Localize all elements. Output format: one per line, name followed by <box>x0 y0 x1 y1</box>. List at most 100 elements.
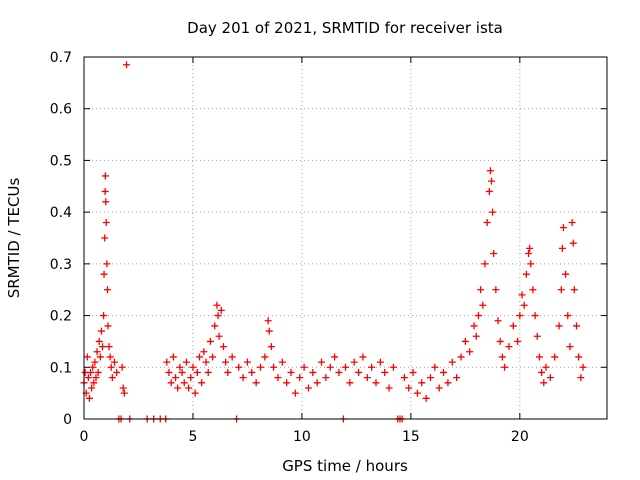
data-point <box>215 332 223 340</box>
data-point <box>526 244 534 252</box>
data-point <box>96 353 104 361</box>
data-point <box>559 224 567 232</box>
data-point <box>444 379 452 387</box>
x-tick-label: 0 <box>80 429 89 445</box>
data-point <box>474 312 482 320</box>
y-tick-label: 0.5 <box>50 153 72 169</box>
data-point <box>431 363 439 371</box>
data-point <box>113 368 121 376</box>
data-point <box>214 312 222 320</box>
data-point <box>87 368 95 376</box>
data-point <box>287 368 295 376</box>
data-point <box>346 379 354 387</box>
data-point <box>85 394 93 402</box>
data-point <box>422 394 430 402</box>
data-point <box>527 260 535 268</box>
axis-ticks: 0 5 10 15 20 0 0.1 0.2 0.3 0.4 0.5 0.6 0.7 <box>50 50 607 445</box>
data-point <box>118 363 126 371</box>
data-point <box>93 348 101 356</box>
data-point <box>224 368 232 376</box>
data-point <box>267 343 275 351</box>
x-axis-label: GPS time / hours <box>282 457 408 475</box>
data-point <box>355 368 363 376</box>
data-point <box>94 368 102 376</box>
y-tick-label: 0.7 <box>50 50 72 66</box>
data-point <box>222 358 230 366</box>
data-point <box>202 358 210 366</box>
data-point <box>195 353 203 361</box>
data-point <box>481 260 489 268</box>
data-point <box>570 286 578 294</box>
data-point <box>494 317 502 325</box>
data-point <box>83 353 91 361</box>
data-point <box>206 337 214 345</box>
data-point <box>483 218 491 226</box>
data-point <box>95 337 103 345</box>
data-point <box>359 353 367 361</box>
data-point <box>296 374 304 382</box>
data-point <box>569 239 577 247</box>
data-point <box>486 167 494 175</box>
data-point <box>520 301 528 309</box>
data-point <box>219 343 227 351</box>
data-point <box>505 343 513 351</box>
data-point <box>525 250 533 258</box>
data-point <box>111 358 119 366</box>
data-point <box>566 343 574 351</box>
data-point <box>243 358 251 366</box>
data-point <box>363 374 371 382</box>
data-point <box>200 348 208 356</box>
data-point <box>252 379 260 387</box>
data-point <box>101 172 109 180</box>
y-tick-label: 0 <box>63 412 72 428</box>
data-point <box>309 368 317 376</box>
data-point <box>409 368 417 376</box>
data-point <box>413 389 421 397</box>
data-point <box>187 374 195 382</box>
data-point <box>165 368 173 376</box>
data-point <box>274 374 282 382</box>
data-point <box>405 384 413 392</box>
data-point <box>509 322 517 330</box>
data-point <box>516 312 524 320</box>
data-point <box>102 218 110 226</box>
data-point <box>418 379 426 387</box>
data-point <box>88 384 96 392</box>
chart-title: Day 201 of 2021, SRMTID for receiver ist… <box>187 19 503 37</box>
data-point <box>564 312 572 320</box>
data-point <box>472 332 480 340</box>
plot-frame <box>83 56 608 420</box>
data-point <box>568 218 576 226</box>
data-point <box>313 379 321 387</box>
data-point <box>557 286 565 294</box>
data-point <box>257 363 265 371</box>
y-tick-label: 0.3 <box>50 257 72 273</box>
data-point <box>172 374 180 382</box>
data-point <box>209 353 217 361</box>
data-point <box>174 384 182 392</box>
data-point <box>89 363 97 371</box>
data-point <box>318 358 326 366</box>
data-point <box>485 187 493 195</box>
data-point <box>167 379 175 387</box>
data-point <box>496 337 504 345</box>
data-point <box>514 337 522 345</box>
data-point <box>555 322 563 330</box>
data-point <box>562 270 570 278</box>
data-point <box>104 286 112 294</box>
data-point <box>538 368 546 376</box>
data-point <box>193 368 201 376</box>
x-tick-label: 20 <box>511 429 529 445</box>
data-point <box>101 234 109 242</box>
data-point <box>191 389 199 397</box>
data-point <box>90 379 98 387</box>
data-point <box>204 368 212 376</box>
data-point <box>264 317 272 325</box>
data-point <box>84 374 92 382</box>
data-point <box>101 187 109 195</box>
y-tick-label: 0.4 <box>50 205 72 221</box>
data-point <box>102 198 110 206</box>
data-point <box>185 384 193 392</box>
data-point <box>120 389 128 397</box>
